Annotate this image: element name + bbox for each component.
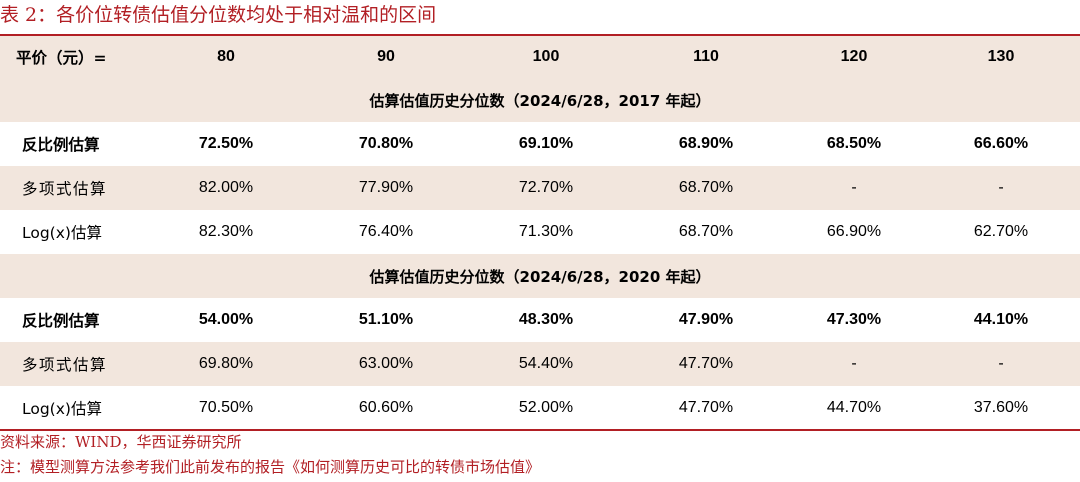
table-cell: 63.00%: [306, 342, 466, 386]
header-col: 100: [466, 36, 626, 78]
section-heading: 估算估值历史分位数（2024/6/28，2017 年起）: [0, 78, 1080, 122]
table-cell: 71.30%: [518, 223, 574, 240]
table-cell: 82.00%: [146, 166, 306, 210]
table-cell: 76.40%: [358, 223, 414, 240]
table-cell: 69.80%: [146, 342, 306, 386]
section-heading: 估算估值历史分位数（2024/6/28，2020 年起）: [0, 254, 1080, 298]
table-cell: 51.10%: [358, 311, 414, 328]
table-cell: -: [922, 342, 1080, 386]
table-cell: 66.60%: [973, 135, 1029, 152]
header-col: 130: [922, 36, 1080, 78]
table-row: Log(x)估算 82.30% 76.40% 71.30% 68.70% 66.…: [0, 210, 1080, 254]
top-divider: [0, 34, 1080, 36]
section-heading-row: 估算估值历史分位数（2024/6/28，2017 年起）: [0, 78, 1080, 122]
header-label: 平价（元）=: [0, 36, 146, 78]
row-label: Log(x)估算: [22, 224, 102, 242]
table-cell: 54.40%: [466, 342, 626, 386]
table-cell: 66.90%: [826, 223, 882, 240]
row-label: Log(x)估算: [22, 400, 102, 418]
row-label: 多项式估算: [0, 166, 146, 210]
table-row: 反比例估算 72.50% 70.80% 69.10% 68.90% 68.50%…: [0, 122, 1080, 166]
method-note: 注：模型测算方法参考我们此前发布的报告《如何测算历史可比的转债市场估值》: [0, 458, 541, 476]
table-cell: -: [786, 342, 922, 386]
table-title: 表 2：各价位转债估值分位数均处于相对温和的区间: [0, 4, 437, 26]
table-cell: 70.50%: [198, 399, 254, 416]
table-cell: 48.30%: [518, 311, 574, 328]
header-col: 110: [626, 36, 786, 78]
table-cell: 68.70%: [626, 166, 786, 210]
table-cell: 68.70%: [678, 223, 734, 240]
table-cell: 77.90%: [306, 166, 466, 210]
table-cell: -: [786, 166, 922, 210]
row-label: 多项式估算: [0, 342, 146, 386]
table-cell: 72.50%: [198, 135, 254, 152]
header-col: 120: [786, 36, 922, 78]
valuation-percentile-table: 平价（元）= 80 90 100 110 120 130 估算估值历史分位数（2…: [0, 36, 1080, 430]
table-row: 反比例估算 54.00% 51.10% 48.30% 47.90% 47.30%…: [0, 298, 1080, 342]
header-row: 平价（元）= 80 90 100 110 120 130: [0, 36, 1080, 78]
table-cell: 47.70%: [626, 342, 786, 386]
table-cell: 47.30%: [826, 311, 882, 328]
row-label: 反比例估算: [22, 136, 100, 154]
table-cell: 37.60%: [973, 399, 1029, 416]
table-cell: 54.00%: [198, 311, 254, 328]
section-heading-row: 估算估值历史分位数（2024/6/28，2020 年起）: [0, 254, 1080, 298]
table-cell: 70.80%: [358, 135, 414, 152]
table-cell: 44.10%: [973, 311, 1029, 328]
table-cell: 62.70%: [973, 223, 1029, 240]
row-label: 反比例估算: [22, 312, 100, 330]
header-col: 90: [306, 36, 466, 78]
table-cell: 72.70%: [466, 166, 626, 210]
table-row: 多项式估算 69.80% 63.00% 54.40% 47.70% - -: [0, 342, 1080, 386]
source-note: 资料来源：WIND，华西证券研究所: [0, 433, 242, 451]
table-cell: 47.70%: [678, 399, 734, 416]
table-cell: 68.50%: [826, 135, 882, 152]
bottom-divider: [0, 429, 1080, 431]
table-row: Log(x)估算 70.50% 60.60% 52.00% 47.70% 44.…: [0, 386, 1080, 430]
table-cell: 44.70%: [826, 399, 882, 416]
table-cell: 82.30%: [198, 223, 254, 240]
table-cell: 52.00%: [518, 399, 574, 416]
table-cell: 68.90%: [678, 135, 734, 152]
table-cell: 69.10%: [518, 135, 574, 152]
table-cell: 47.90%: [678, 311, 734, 328]
table-cell: -: [922, 166, 1080, 210]
header-col: 80: [146, 36, 306, 78]
table-cell: 60.60%: [358, 399, 414, 416]
table-row: 多项式估算 82.00% 77.90% 72.70% 68.70% - -: [0, 166, 1080, 210]
